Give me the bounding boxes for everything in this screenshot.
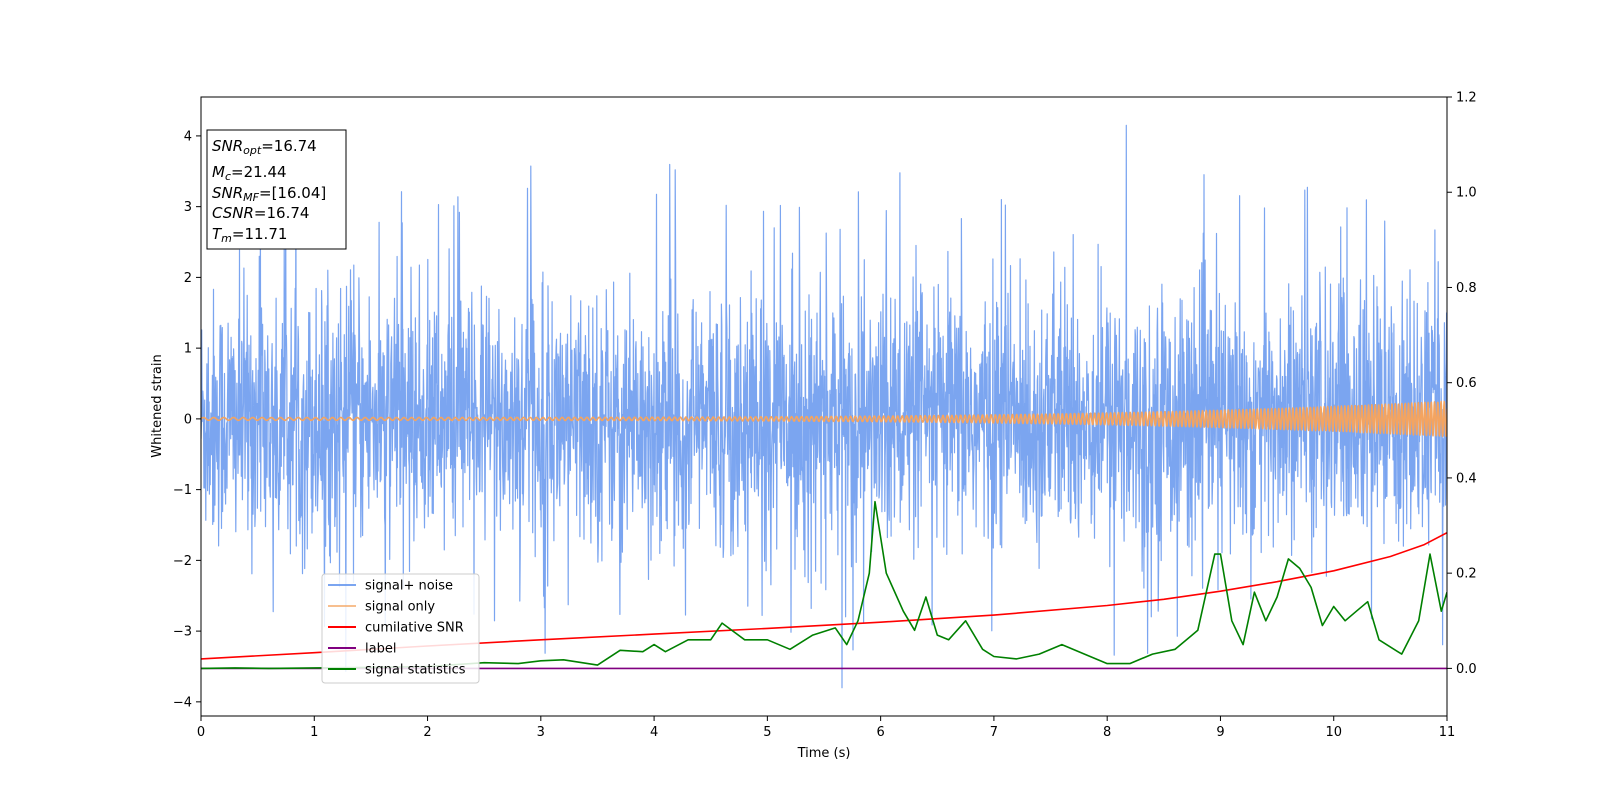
legend-entry: signal statistics bbox=[365, 663, 466, 678]
y-tick-label-right: 0.4 bbox=[1456, 471, 1477, 486]
y-tick-label-left: 2 bbox=[184, 271, 192, 286]
x-axis-label: Time (s) bbox=[797, 746, 851, 761]
x-tick-label: 6 bbox=[876, 725, 884, 740]
legend-entry: cumilative SNR bbox=[365, 621, 464, 636]
info-line: Tm=11.71 bbox=[212, 225, 287, 245]
y-axis-left: −4 −3 −2 −1 0 1 2 3 4 bbox=[173, 129, 201, 710]
y-axis-label: Whitened strain bbox=[150, 354, 165, 457]
series-line-signal-noise bbox=[201, 124, 1447, 689]
series-line-signal-only bbox=[201, 400, 1447, 438]
x-tick-label: 2 bbox=[423, 725, 431, 740]
x-tick-label: 0 bbox=[197, 725, 205, 740]
info-line: SNRopt=16.74 bbox=[212, 137, 317, 157]
y-tick-label-right: 1.2 bbox=[1456, 91, 1477, 106]
info-line: SNRMF=[16.04] bbox=[212, 184, 326, 204]
legend-entry: signal only bbox=[365, 600, 435, 615]
x-tick-label: 5 bbox=[763, 725, 771, 740]
y-tick-label-left: 1 bbox=[184, 342, 192, 357]
y-tick-label-right: 0.8 bbox=[1456, 281, 1477, 296]
series-line-cumilative-snr bbox=[201, 531, 1447, 660]
y-axis-right: 0.0 0.2 0.4 0.6 0.8 1.0 1.2 bbox=[1447, 91, 1477, 677]
legend-entry: signal+ noise bbox=[365, 579, 453, 594]
x-tick-label: 10 bbox=[1325, 725, 1342, 740]
x-axis: 0 1 2 3 4 5 6 7 8 9 10 11 bbox=[197, 716, 1455, 740]
y-tick-label-left: 3 bbox=[184, 200, 192, 215]
y-tick-label-left: −4 bbox=[173, 695, 192, 710]
x-tick-label: 9 bbox=[1216, 725, 1224, 740]
axes-frame bbox=[200, 96, 1448, 717]
x-tick-label: 3 bbox=[537, 725, 545, 740]
info-line: Mc=21.44 bbox=[212, 163, 287, 183]
y-tick-label-right: 0.2 bbox=[1456, 567, 1477, 582]
y-tick-label-left: 0 bbox=[184, 412, 192, 427]
y-tick-label-left: −1 bbox=[173, 483, 192, 498]
info-box: SNRopt=16.74 Mc=21.44SNRMF=[16.04]CSNR=16… bbox=[206, 129, 347, 250]
x-tick-label: 8 bbox=[1103, 725, 1111, 740]
y-tick-label-right: 0.6 bbox=[1456, 376, 1477, 391]
info-line: CSNR=16.74 bbox=[212, 204, 309, 222]
y-tick-label-left: 4 bbox=[184, 129, 192, 144]
y-tick-label-right: 1.0 bbox=[1456, 186, 1477, 201]
legend-frame bbox=[321, 573, 480, 684]
series-line-signal-statistics bbox=[201, 500, 1447, 670]
legend-entry: label bbox=[365, 642, 396, 657]
info-box-frame bbox=[206, 129, 347, 250]
legend: signal+ noise signal only cumilative SNR la… bbox=[321, 573, 480, 684]
y-tick-label-right: 0.0 bbox=[1456, 662, 1477, 677]
x-tick-label: 1 bbox=[310, 725, 318, 740]
y-tick-label-left: −2 bbox=[173, 554, 192, 569]
x-tick-label: 4 bbox=[650, 725, 658, 740]
x-tick-label: 7 bbox=[990, 725, 998, 740]
x-tick-label: 11 bbox=[1439, 725, 1456, 740]
y-tick-label-left: −3 bbox=[173, 625, 192, 640]
